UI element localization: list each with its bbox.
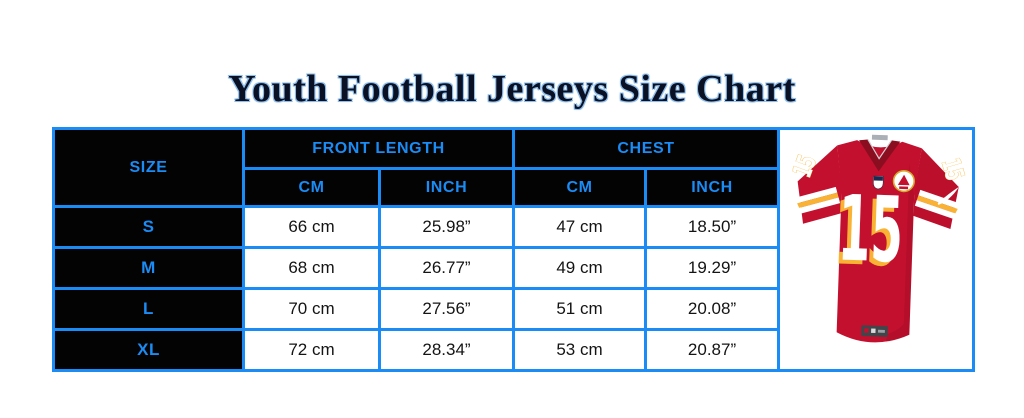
front-length-cm-value: 70 cm [242, 287, 381, 331]
jock-tag [861, 324, 888, 337]
subheader-front-inch: INCH [378, 167, 515, 208]
chest-cm-value: 49 cm [512, 246, 647, 290]
chest-number-shadow: 15 [832, 180, 901, 287]
chest-cm-value: 53 cm [512, 328, 647, 372]
collar-trim [867, 138, 893, 160]
table-row-m: M 68 cm 26.77” 49 cm 19.29” [52, 246, 974, 290]
front-length-cm-value: 68 cm [242, 246, 381, 290]
football-jersey-illustration: 15 15 15 15 [781, 134, 971, 343]
front-length-inch-value: 27.56” [378, 287, 515, 331]
jersey-product-image: 15 15 15 15 [777, 127, 976, 372]
chest-inch-value: 19.29” [643, 246, 781, 290]
table-row-l: L 70 cm 27.56” 51 cm 20.08” [52, 287, 974, 331]
size-chart-table: SIZE FRONT LENGTH CHEST [52, 127, 976, 372]
hanger-loop [871, 134, 888, 140]
column-group-front-length: FRONT LENGTH [242, 127, 515, 170]
v-neck-collar [859, 139, 901, 171]
chest-inch-value: 18.50” [643, 205, 781, 249]
chest-inch-value: 20.87” [643, 328, 781, 372]
size-label: M [52, 246, 245, 290]
chest-cm-value: 47 cm [512, 205, 647, 249]
front-length-inch-value: 28.34” [378, 328, 515, 372]
front-length-inch-value: 25.98” [378, 205, 515, 249]
chest-number: 15 [836, 176, 905, 283]
front-length-cm-value: 66 cm [242, 205, 381, 249]
front-length-inch-value: 26.77” [378, 246, 515, 290]
chest-inch-value: 20.08” [643, 287, 781, 331]
subheader-front-cm: CM [242, 167, 381, 208]
front-length-cm-value: 72 cm [242, 328, 381, 372]
right-shoulder-number: 15 [935, 154, 970, 183]
table-row-s: S 66 cm 25.98” 47 cm 18.50” [52, 205, 974, 249]
chest-cm-value: 51 cm [512, 287, 647, 331]
torso-shading [885, 162, 915, 343]
subheader-chest-inch: INCH [643, 167, 781, 208]
column-header-size: SIZE [52, 127, 245, 208]
team-patch-icon [892, 169, 915, 192]
size-label: XL [52, 328, 245, 372]
table-row-xl: XL 72 cm 28.34” 53 cm 20.87” [52, 328, 974, 372]
page-title: Youth Football Jerseys Size Chart [228, 68, 796, 111]
size-label: S [52, 205, 245, 249]
column-group-chest: CHEST [511, 127, 781, 170]
nfl-shield-icon [873, 175, 884, 189]
size-label: L [52, 287, 245, 331]
subheader-chest-cm: CM [512, 167, 647, 208]
swoosh-icon [937, 186, 959, 205]
